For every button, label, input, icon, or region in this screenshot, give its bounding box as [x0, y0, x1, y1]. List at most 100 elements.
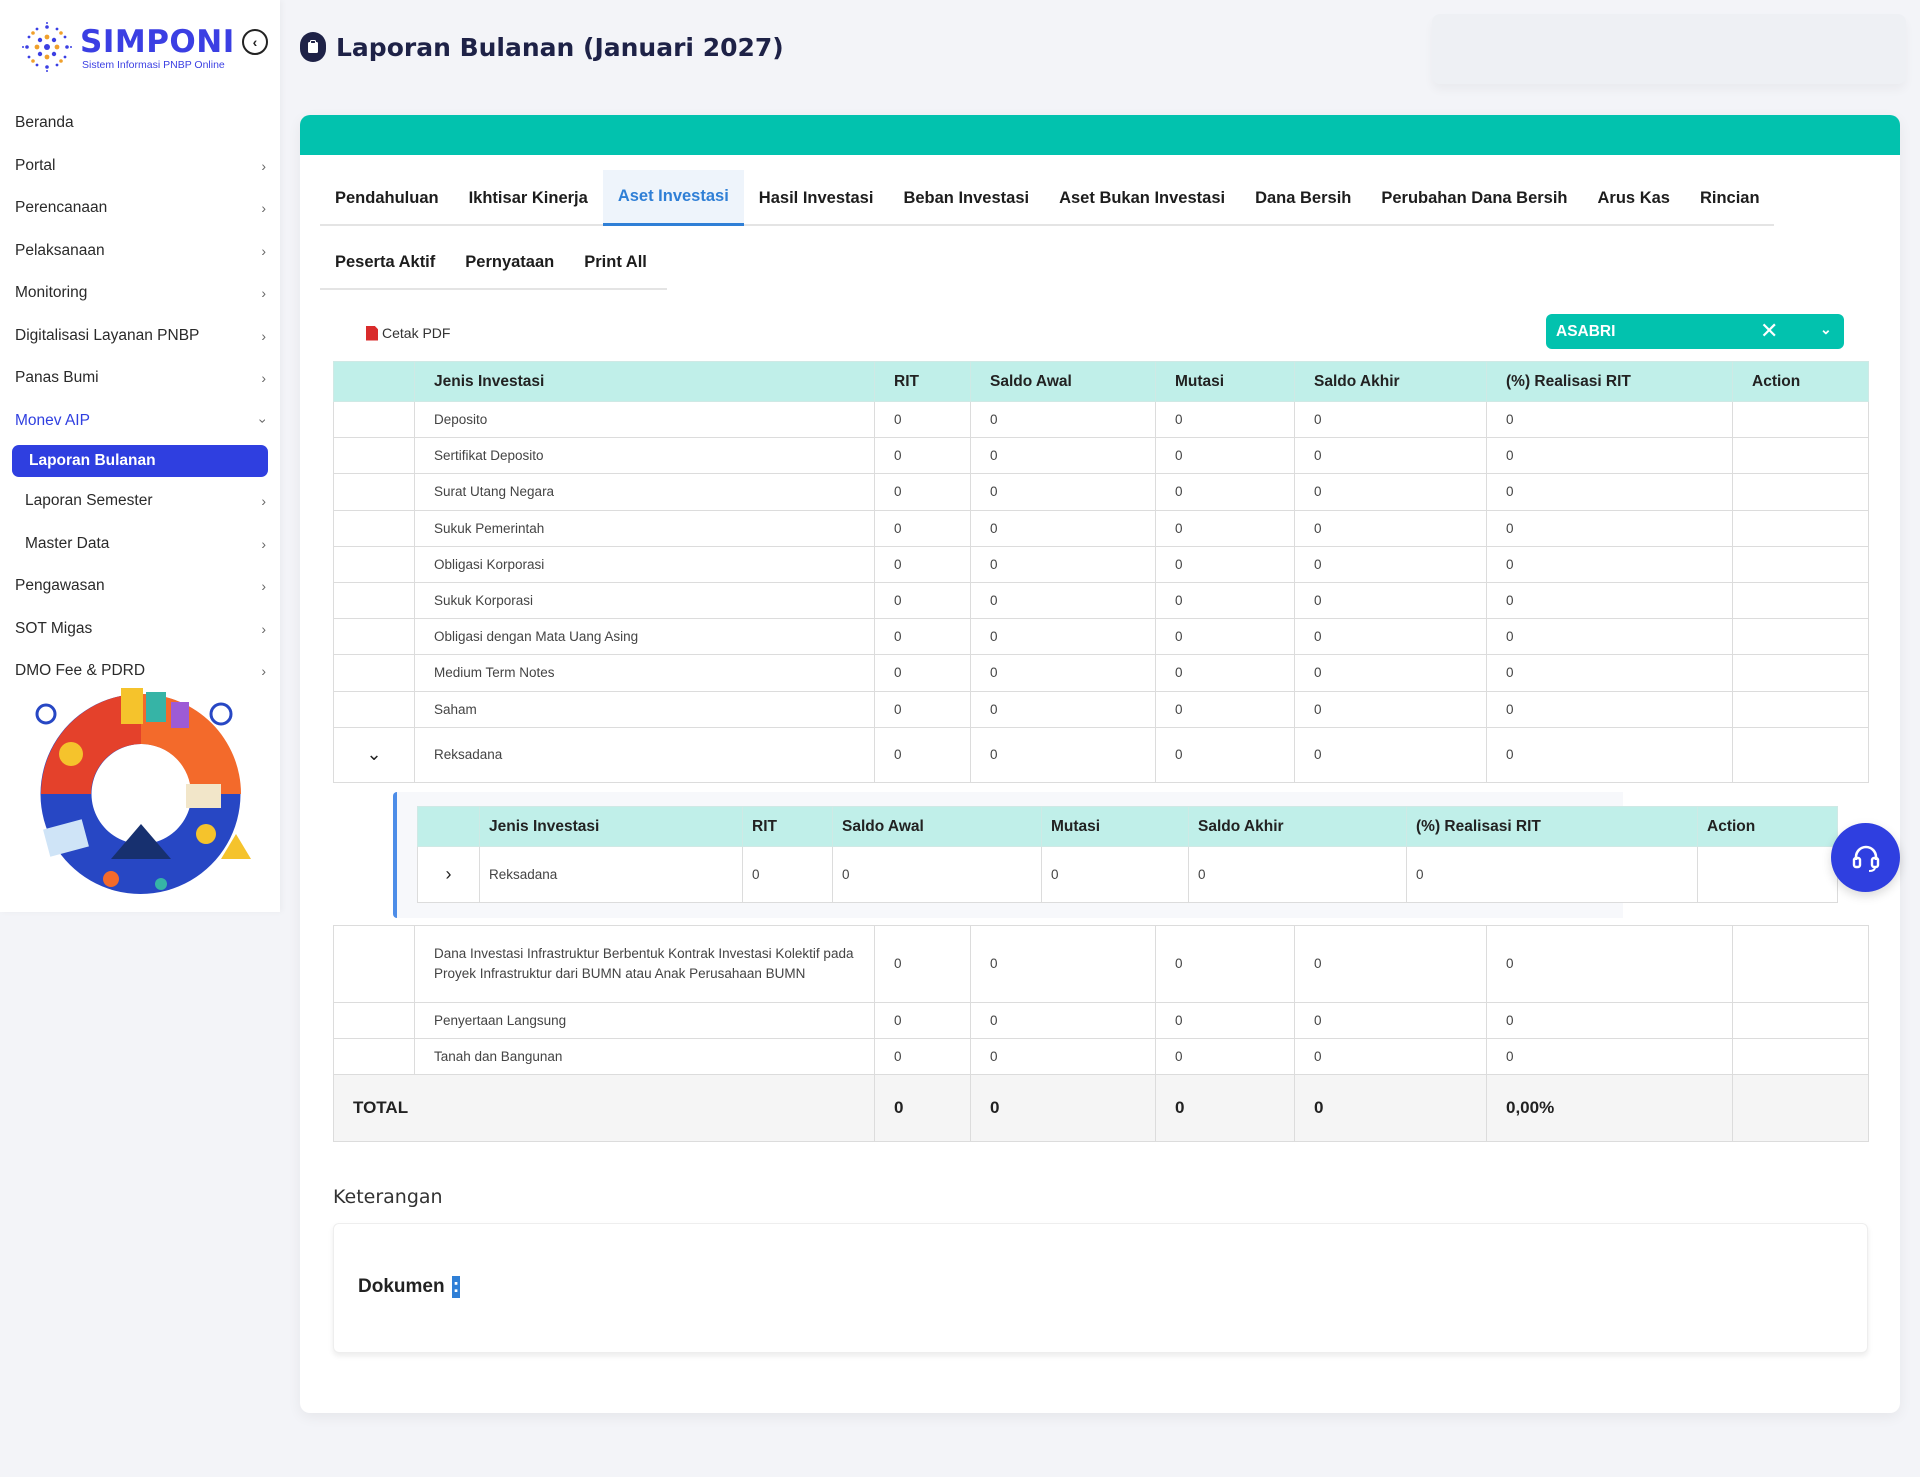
col-header[interactable]: Saldo Awal [970, 361, 1156, 402]
action-cell [1732, 1074, 1869, 1143]
headset-icon[interactable] [1831, 823, 1900, 892]
tab-dana-bersih[interactable]: Dana Bersih [1255, 188, 1352, 207]
dokumen-text: Dokumen [358, 1276, 445, 1297]
table-cell: 0 [1155, 581, 1295, 620]
sidebar-item-laporan-semester[interactable]: Laporan Semester › [0, 480, 280, 523]
col-header[interactable]: Saldo Akhir [1294, 361, 1487, 402]
tab-pernyataan[interactable]: Pernyataan [465, 252, 555, 271]
header-user-area[interactable] [1432, 14, 1906, 84]
sidebar-item-label: SOT Migas [15, 619, 93, 637]
col-header[interactable]: Action [1732, 361, 1869, 402]
col-header-toggle [333, 361, 415, 402]
tab-aset-bukan-investasi[interactable]: Aset Bukan Investasi [1059, 188, 1226, 207]
table-cell: 0 [970, 400, 1156, 439]
col-header[interactable]: Mutasi [1155, 361, 1295, 402]
chevron-right-icon[interactable]: › [417, 846, 480, 903]
table-cell: 0 [1155, 654, 1295, 692]
table-cell: 0 [1155, 545, 1295, 583]
tab-rincian[interactable]: Rincian [1699, 188, 1760, 207]
action-cell [1732, 400, 1869, 439]
sidebar-item-monev-aip[interactable]: Monev AIP › [0, 400, 280, 443]
tab-bar-primary: Pendahuluan Ikhtisar Kinerja Aset Invest… [320, 170, 1774, 226]
table-cell: 0 [1294, 690, 1487, 728]
col-header[interactable]: Action [1697, 806, 1838, 847]
table-cell: 0 [970, 690, 1156, 728]
col-header[interactable]: Saldo Awal [832, 806, 1042, 847]
sidebar-item-label: Perencanaan [15, 199, 108, 217]
table-row: Penyertaan Langsung 0 0 0 0 0 [333, 1001, 1869, 1039]
report-card: Pendahuluan Ikhtisar Kinerja Aset Invest… [300, 115, 1900, 1413]
action-cell [1732, 1037, 1869, 1076]
sidebar-item-digitalisasi[interactable]: Digitalisasi Layanan PNBP › [0, 315, 280, 358]
table-cell: 0 [1294, 618, 1487, 656]
total-cell: 0 [874, 1074, 971, 1143]
sidebar: SIMPONI Sistem Informasi PNBP Online ‹ B… [0, 0, 280, 912]
tab-print-all[interactable]: Print All [584, 252, 647, 271]
tab-pendahuluan[interactable]: Pendahuluan [335, 188, 439, 207]
chevron-right-icon: › [261, 578, 266, 595]
sidebar-item-label: Monitoring [15, 284, 88, 302]
col-header[interactable]: Jenis Investasi [479, 806, 743, 847]
select-value: ASABRI [1556, 322, 1616, 340]
action-cell [1732, 690, 1869, 728]
chevron-down-icon[interactable]: ⌄ [1820, 321, 1832, 337]
sidebar-item-beranda[interactable]: Beranda [0, 102, 280, 145]
sidebar-item-portal[interactable]: Portal › [0, 145, 280, 188]
chevron-right-icon: › [261, 535, 266, 552]
table-cell: 0 [1155, 437, 1295, 475]
col-header[interactable]: RIT [742, 806, 833, 847]
tab-perubahan-dana-bersih[interactable]: Perubahan Dana Bersih [1381, 188, 1568, 207]
sidebar-item-dmo-fee[interactable]: DMO Fee & PDRD › [0, 650, 280, 693]
sidebar-item-monitoring[interactable]: Monitoring › [0, 272, 280, 315]
logo-name: SIMPONI [80, 24, 235, 60]
action-cell [1732, 618, 1869, 656]
sidebar-item-pengawasan[interactable]: Pengawasan › [0, 565, 280, 608]
tab-ikhtisar-kinerja[interactable]: Ikhtisar Kinerja [468, 188, 588, 207]
chevron-left-circle-icon[interactable]: ‹ [242, 29, 268, 55]
sidebar-item-pelaksanaan[interactable]: Pelaksanaan › [0, 230, 280, 273]
sidebar-item-master-data[interactable]: Master Data › [0, 523, 280, 566]
sidebar-item-sot-migas[interactable]: SOT Migas › [0, 608, 280, 651]
action-cell [1732, 726, 1869, 783]
col-header[interactable]: (%) Realisasi RIT [1406, 806, 1698, 847]
table-cell: Sertifikat Deposito [414, 437, 875, 475]
col-header[interactable]: RIT [874, 361, 971, 402]
col-header[interactable]: (%) Realisasi RIT [1486, 361, 1733, 402]
table-row: Tanah dan Bangunan 0 0 0 0 0 [333, 1037, 1869, 1076]
tab-beban-investasi[interactable]: Beban Investasi [903, 188, 1030, 207]
table-cell: 0 [1486, 509, 1733, 547]
table-cell: 0 [1486, 437, 1733, 475]
tab-aset-investasi[interactable]: Aset Investasi [602, 170, 744, 226]
col-header[interactable]: Jenis Investasi [414, 361, 875, 402]
tab-peserta-aktif[interactable]: Peserta Aktif [335, 252, 436, 271]
sidebar-item-perencanaan[interactable]: Perencanaan › [0, 187, 280, 230]
action-cell [1732, 509, 1869, 547]
card-header-band [300, 115, 1900, 155]
chevron-down-icon[interactable]: ⌄ [333, 726, 415, 783]
tab-hasil-investasi[interactable]: Hasil Investasi [758, 188, 874, 207]
col-header[interactable]: Mutasi [1041, 806, 1189, 847]
table-cell: 0 [1486, 581, 1733, 620]
col-header[interactable]: Saldo Akhir [1188, 806, 1407, 847]
chevron-right-icon: › [261, 327, 266, 344]
simponi-logo[interactable]: SIMPONI Sistem Informasi PNBP Online [18, 18, 258, 78]
table-cell: Reksadana [414, 726, 875, 783]
sidebar-item-laporan-bulanan[interactable]: Laporan Bulanan [12, 445, 268, 477]
table-total-row: TOTAL 0 0 0 0 0,00% [333, 1074, 1869, 1143]
chevron-right-icon: › [261, 157, 266, 174]
institution-select[interactable]: ASABRI ✕ ⌄ [1546, 314, 1844, 349]
row-toggle-cell [333, 473, 415, 511]
tab-arus-kas[interactable]: Arus Kas [1597, 188, 1670, 207]
table-row-expanded: ⌄ Reksadana 0 0 0 0 0 [333, 726, 1869, 783]
table-cell: 0 [970, 1037, 1156, 1076]
table-cell: 0 [1155, 690, 1295, 728]
table-cell: 0 [874, 509, 971, 547]
sidebar-item-panas-bumi[interactable]: Panas Bumi › [0, 357, 280, 400]
close-icon[interactable]: ✕ [1760, 318, 1779, 343]
row-toggle-cell [333, 1037, 415, 1076]
table-row: Saham 0 0 0 0 0 [333, 690, 1869, 728]
table-cell: 0 [1155, 726, 1295, 783]
cetak-pdf-button[interactable]: Cetak PDF [366, 325, 450, 341]
sidebar-item-label: Laporan Semester [25, 492, 153, 510]
table-cell: 0 [1294, 473, 1487, 511]
